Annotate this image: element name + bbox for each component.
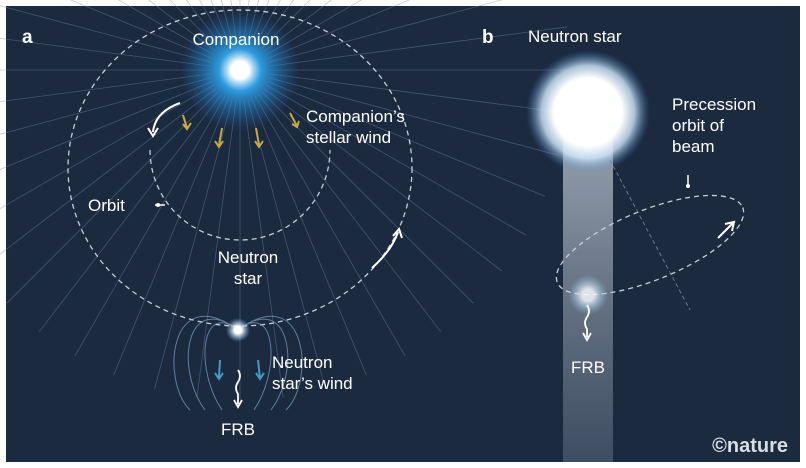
ray	[243, 99, 284, 398]
ray	[265, 0, 363, 56]
ray	[254, 0, 281, 45]
neutron-wind-arrows	[214, 359, 265, 381]
axis-line	[609, 159, 691, 311]
label: FRB	[221, 420, 255, 439]
ray	[0, 73, 211, 103]
frb-wave	[582, 304, 592, 342]
label-line: beam	[672, 137, 715, 156]
label: Companion	[193, 30, 280, 49]
label-line: orbit of	[672, 116, 724, 135]
ray	[0, 87, 217, 255]
ray	[0, 5, 212, 63]
ray	[169, 0, 220, 50]
label: Orbit	[88, 196, 125, 215]
ray	[260, 0, 311, 50]
ray	[265, 84, 526, 236]
ray	[257, 0, 295, 47]
field-lines	[173, 315, 303, 411]
ray	[0, 81, 213, 170]
panel-letter: b	[482, 27, 494, 48]
companion-star	[180, 10, 300, 130]
beam-spot	[568, 275, 608, 315]
label: Neutron star	[528, 27, 622, 46]
arrow-head	[147, 127, 159, 138]
ray	[268, 77, 559, 156]
label-line: stellar wind	[306, 128, 391, 147]
ray	[196, 99, 237, 398]
label: Neutron star	[218, 248, 278, 288]
ray	[267, 81, 546, 197]
label: Precession orbit of beam	[672, 95, 756, 156]
frb-wave	[233, 369, 243, 409]
ray	[269, 26, 568, 67]
ray	[69, 0, 213, 59]
ray	[113, 97, 229, 376]
ray	[0, 77, 212, 135]
arrow	[371, 231, 399, 269]
neutron-star-b	[526, 50, 650, 174]
ray	[268, 0, 503, 63]
precession-orbit	[555, 194, 745, 296]
label-line: star	[234, 269, 263, 288]
label-line: Neutron	[218, 248, 278, 267]
ray	[251, 97, 367, 376]
label-line: Precession	[672, 95, 756, 114]
background	[6, 6, 800, 462]
credit: ©nature	[712, 435, 788, 457]
label: Companion’s stellar wind	[306, 107, 405, 147]
label-line: Companion’s	[306, 107, 405, 126]
label: Neutron star’s wind	[272, 353, 353, 393]
ray	[0, 84, 215, 210]
label-line: star’s wind	[272, 374, 353, 393]
arrow-head	[392, 227, 403, 239]
rays	[0, 0, 570, 400]
arrow	[717, 220, 736, 239]
ray	[6, 90, 220, 304]
ray	[257, 93, 442, 333]
neutron-star	[226, 318, 250, 342]
ray	[38, 93, 223, 333]
ray	[254, 95, 406, 356]
ray	[263, 0, 332, 53]
label-line: Neutron	[272, 353, 332, 372]
leader-dot	[686, 184, 690, 188]
ray	[117, 0, 215, 56]
label: FRB	[571, 358, 605, 377]
leader-dot	[156, 203, 160, 207]
ray	[247, 98, 326, 389]
panel-letter: a	[22, 27, 33, 48]
ray	[263, 87, 503, 272]
ray	[199, 0, 226, 45]
ray	[267, 0, 411, 59]
ray	[185, 0, 223, 47]
ray	[269, 73, 568, 114]
wind-arrows	[182, 112, 300, 149]
arrow	[152, 102, 181, 133]
ray	[0, 37, 211, 67]
ray	[74, 95, 226, 356]
